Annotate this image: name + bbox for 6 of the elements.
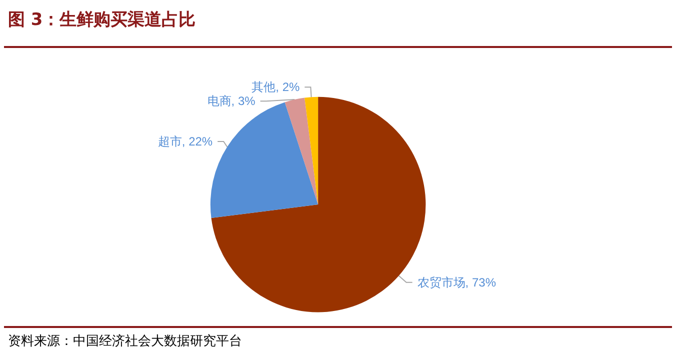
text: 资料来源：中国经济社会大数据研究平台 — [8, 333, 242, 350]
slice-label: 其他, 2% — [252, 80, 300, 94]
slice-label: 超市, 22% — [158, 134, 213, 149]
chart-title: 图 3：生鲜购买渠道占比 — [8, 9, 196, 31]
slice-label: 电商, 3% — [207, 94, 256, 108]
slice-label: 农贸市场, 73% — [417, 275, 496, 290]
